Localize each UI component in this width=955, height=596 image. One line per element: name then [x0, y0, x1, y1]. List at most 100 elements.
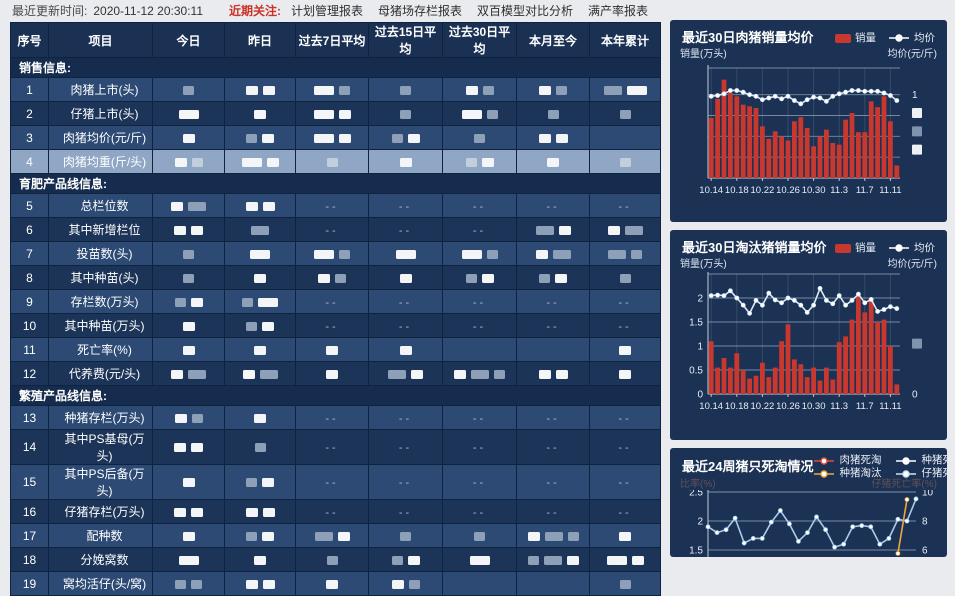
- value-cell: --: [589, 405, 661, 430]
- redacted-value: [465, 85, 478, 95]
- x-tick-label: 10.30: [802, 401, 826, 412]
- legend-item[interactable]: 销量: [835, 242, 876, 255]
- chart-title: 最近30日淘汰猪销量均价: [682, 240, 827, 255]
- no-data-dash: --: [325, 412, 339, 425]
- value-cell: --: [368, 217, 443, 242]
- row-label: 代养费(元/头): [48, 361, 153, 386]
- table-row[interactable]: 17 配种数: [10, 523, 661, 548]
- table-row[interactable]: 1 肉猪上市(头): [10, 77, 661, 102]
- row-index: 7: [10, 241, 49, 266]
- redacted-value: [242, 369, 255, 379]
- redacted-value: [608, 249, 626, 259]
- value-cell: [589, 361, 661, 386]
- redacted-value: [318, 273, 330, 283]
- row-index: 19: [10, 571, 49, 596]
- table-row[interactable]: 12 代养费(元/头): [10, 361, 661, 386]
- topbar-link[interactable]: 满产率报表: [588, 4, 649, 18]
- row-index: 16: [10, 499, 49, 524]
- redacted-value: [408, 579, 420, 589]
- redacted-value: [262, 201, 275, 211]
- redacted-value: [555, 369, 568, 379]
- table-row[interactable]: 6 其中新增栏位 -- -- --: [10, 217, 661, 242]
- table-row[interactable]: 10 其中种苗(万头) -- -- -- -- --: [10, 313, 661, 338]
- row-label: 肉猪均价(元/斤): [48, 125, 153, 150]
- mortality-chart-canvas: 2.5 2 1.5 10 8 6: [689, 490, 934, 557]
- value-cell: [224, 361, 296, 386]
- charts-panel: 最近30日肉猪销量均价 销量 均价 销量(万头) 均价(元/斤) 10.14 10.…: [670, 20, 947, 565]
- value-cell: [224, 547, 296, 572]
- value-cell: --: [295, 193, 369, 218]
- redacted-value: [182, 321, 195, 331]
- no-data-dash: --: [398, 506, 413, 519]
- value-cell: [152, 405, 225, 430]
- redacted-value: [465, 273, 477, 283]
- redacted-value: [539, 85, 551, 95]
- legend-item[interactable]: 种猪淘汰: [813, 467, 881, 480]
- topbar-link[interactable]: 双百模型对比分析: [477, 4, 574, 18]
- section-title: 繁殖产品线信息:: [10, 385, 661, 406]
- redacted-value: [619, 273, 631, 283]
- table-row[interactable]: 3 肉猪均价(元/斤): [10, 125, 661, 150]
- table-row[interactable]: 15 其中PS后备(万头) -- -- -- -- --: [10, 464, 661, 500]
- table-row[interactable]: 16 仔猪存栏(万头) -- -- -- -- --: [10, 499, 661, 524]
- redacted-value: [337, 531, 350, 541]
- value-cell: [368, 265, 443, 290]
- value-cell: --: [442, 499, 517, 524]
- no-data-dash: --: [398, 296, 413, 309]
- redacted-value: [326, 369, 338, 379]
- table-row[interactable]: 2 仔猪上市(头): [10, 101, 661, 126]
- table-row[interactable]: 9 存栏数(万头) -- -- -- -- --: [10, 289, 661, 314]
- topbar-link[interactable]: 母猪场存栏报表: [378, 4, 463, 18]
- redacted-value: [399, 345, 412, 355]
- redacted-value: [174, 157, 187, 167]
- table-row[interactable]: 14 其中PS基母(万头) -- -- -- -- --: [10, 429, 661, 465]
- redacted-value: [469, 555, 490, 565]
- legend-item[interactable]: 种猪死亡: [895, 454, 947, 467]
- row-label: 肉猪均重(斤/头): [48, 149, 153, 174]
- no-data-dash: --: [618, 200, 632, 213]
- legend-label: 种猪淘汰: [839, 467, 882, 479]
- redacted-value: [461, 249, 482, 259]
- chart-card-mortality: 最近24周猪只死淘情况 肉猪死淘 种猪死亡种猪淘汰 仔猪死亡 比率(%) 仔猪死亡率…: [670, 448, 947, 557]
- topbar-link[interactable]: 计划管理报表: [291, 4, 364, 18]
- table-row[interactable]: 8 其中种苗(头): [10, 265, 661, 290]
- table-row[interactable]: 7 投苗数(头): [10, 241, 661, 266]
- row-index: 10: [10, 313, 49, 338]
- legend-item[interactable]: 均价: [888, 242, 935, 255]
- topbar: 最近更新时间: 2020-11-12 20:30:11 近期关注: 计划管理报表…: [12, 0, 663, 21]
- legend-item[interactable]: 肉猪死淘: [813, 454, 881, 467]
- table-row[interactable]: 18 分娩窝数: [10, 547, 661, 572]
- legend-line-marker-icon: [896, 456, 917, 465]
- value-cell: [224, 241, 296, 266]
- value-cell: [295, 523, 369, 548]
- table-row[interactable]: 19 窝均活仔(头/窝): [10, 571, 661, 596]
- redacted-value: [258, 297, 278, 307]
- no-data-dash: --: [546, 477, 560, 489]
- no-data-dash: --: [472, 442, 487, 454]
- redacted-value: [481, 273, 494, 283]
- column-header: 过去30日平均: [442, 22, 517, 58]
- value-cell: --: [442, 464, 517, 500]
- table-row[interactable]: 13 种猪存栏(万头) -- -- -- -- --: [10, 405, 661, 430]
- value-cell: [516, 337, 590, 362]
- legend-bar-swatch-icon: [835, 243, 851, 253]
- row-label: 其中种苗(头): [48, 265, 153, 290]
- table-row[interactable]: 11 死亡率(%): [10, 337, 661, 362]
- redacted-value: [474, 133, 485, 143]
- legend-item[interactable]: 仔猪死亡: [895, 467, 947, 480]
- redacted-value: [626, 85, 647, 95]
- value-cell: --: [589, 499, 661, 524]
- value-cell: [224, 149, 296, 174]
- value-cell: [442, 361, 517, 386]
- chart-title: 最近24周猪只死淘情况: [682, 459, 814, 474]
- table-row[interactable]: 5 总栏位数 -- -- -- -- --: [10, 193, 661, 218]
- legend-bar-swatch-icon: [835, 33, 851, 43]
- no-data-dash: --: [618, 506, 632, 519]
- redacted-value: [335, 273, 346, 283]
- legend-item[interactable]: 销量: [835, 32, 876, 45]
- x-tick-label: 10.26: [776, 185, 800, 196]
- value-cell: [152, 464, 225, 500]
- legend-item[interactable]: 均价: [888, 32, 935, 45]
- value-cell: [152, 547, 225, 572]
- table-row[interactable]: 4 肉猪均重(斤/头): [10, 149, 661, 174]
